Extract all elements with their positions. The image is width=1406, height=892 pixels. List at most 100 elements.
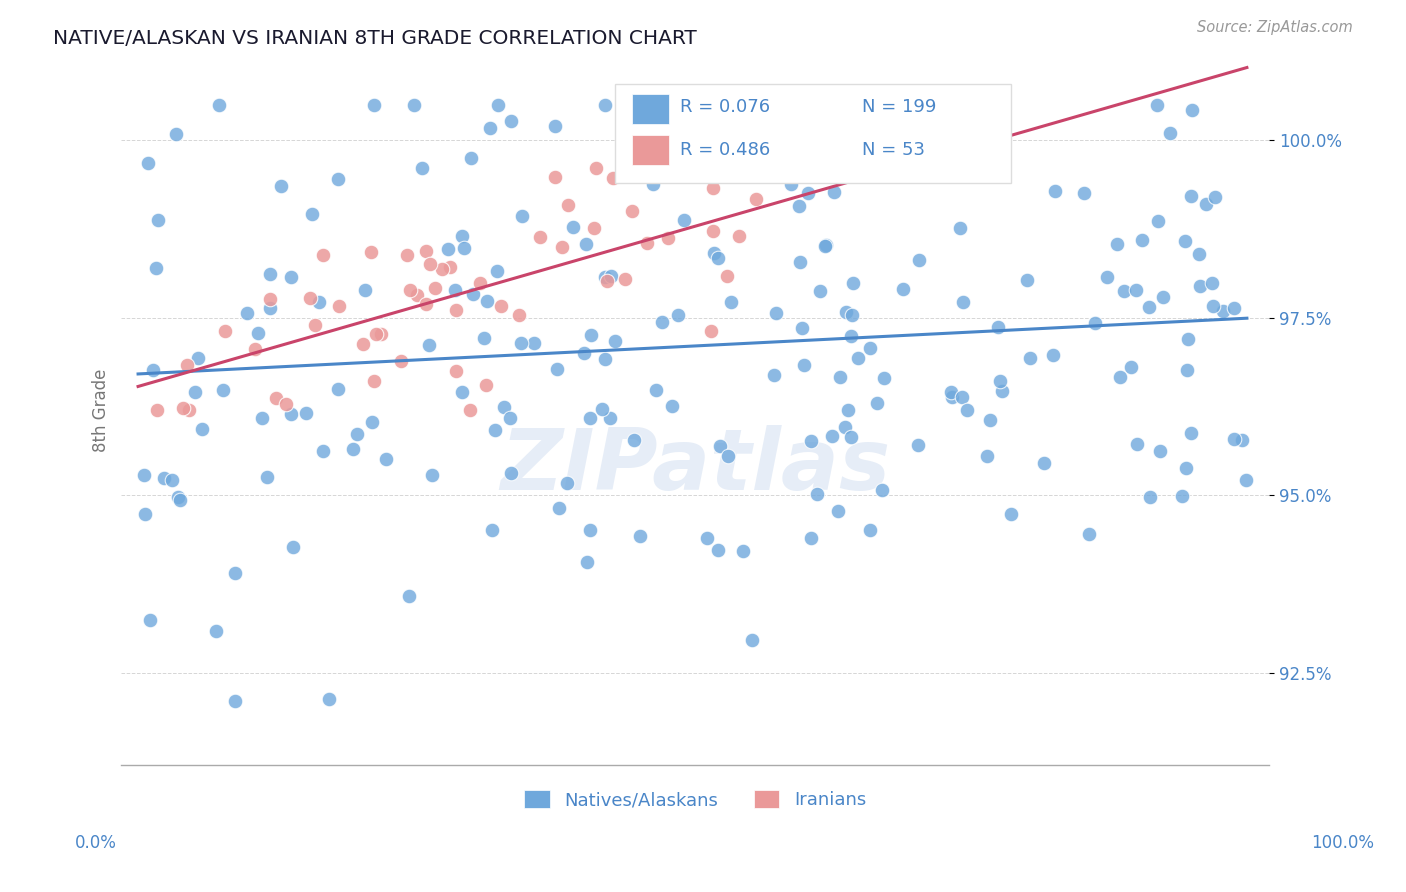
Point — [797, 186, 820, 200]
Point — [1152, 290, 1174, 304]
Point — [976, 450, 998, 464]
Point — [745, 193, 768, 207]
Point — [846, 351, 869, 365]
Point — [1073, 186, 1095, 200]
Text: NATIVE/ALASKAN VS IRANIAN 8TH GRADE CORRELATION CHART: NATIVE/ALASKAN VS IRANIAN 8TH GRADE CORR… — [53, 29, 697, 47]
Point — [411, 161, 433, 176]
Point — [1084, 316, 1107, 330]
Point — [162, 473, 184, 487]
Point — [613, 272, 636, 286]
Point — [621, 107, 644, 121]
Point — [318, 691, 340, 706]
Point — [873, 371, 896, 385]
Legend: Natives/Alaskans, Iranians: Natives/Alaskans, Iranians — [517, 783, 873, 816]
Point — [703, 245, 725, 260]
Point — [1018, 351, 1040, 365]
Point — [415, 297, 437, 311]
Point — [741, 632, 763, 647]
Point — [596, 274, 619, 288]
Point — [1212, 303, 1234, 318]
Point — [827, 504, 849, 518]
Point — [842, 276, 865, 290]
Point — [673, 212, 696, 227]
Point — [1174, 234, 1197, 248]
Point — [790, 320, 813, 334]
Point — [800, 434, 823, 448]
Point — [661, 399, 683, 413]
Point — [575, 237, 598, 252]
Point — [593, 351, 616, 366]
Point — [599, 268, 621, 283]
Point — [304, 318, 326, 332]
Point — [224, 694, 246, 708]
Point — [789, 255, 811, 269]
FancyBboxPatch shape — [614, 84, 1011, 183]
Point — [415, 244, 437, 258]
Point — [623, 433, 645, 447]
Point — [640, 151, 662, 165]
Point — [1181, 103, 1204, 118]
Point — [709, 439, 731, 453]
Point — [579, 523, 602, 537]
Point — [370, 326, 392, 341]
Point — [468, 277, 491, 291]
Point — [1201, 276, 1223, 290]
Point — [1139, 491, 1161, 505]
Point — [1177, 332, 1199, 346]
Text: ZIPatlas: ZIPatlas — [501, 425, 890, 508]
Point — [247, 326, 270, 340]
Point — [859, 341, 882, 355]
Point — [891, 281, 914, 295]
Point — [326, 171, 349, 186]
Point — [486, 264, 509, 278]
Point — [451, 385, 474, 400]
Point — [551, 240, 574, 254]
Point — [706, 542, 728, 557]
Point — [252, 410, 274, 425]
Point — [176, 358, 198, 372]
Point — [363, 374, 385, 388]
Point — [512, 210, 534, 224]
Point — [941, 390, 963, 404]
Point — [146, 403, 169, 417]
Point — [363, 98, 385, 112]
Point — [395, 247, 418, 261]
Point — [1188, 247, 1211, 261]
Point — [859, 523, 882, 537]
Point — [256, 470, 278, 484]
Point — [907, 438, 929, 452]
Point — [311, 248, 333, 262]
Point — [211, 383, 233, 397]
Point — [364, 327, 387, 342]
Point — [460, 151, 482, 165]
Point — [529, 230, 551, 244]
Point — [486, 98, 509, 112]
Point — [696, 532, 718, 546]
Point — [523, 336, 546, 351]
Point — [543, 119, 565, 133]
Point — [645, 383, 668, 397]
Point — [1045, 184, 1067, 198]
Point — [643, 177, 665, 191]
Point — [835, 305, 858, 319]
Point — [374, 452, 396, 467]
Point — [991, 384, 1014, 398]
Point — [484, 423, 506, 437]
Point — [690, 155, 713, 169]
Point — [806, 486, 828, 500]
Point — [1149, 444, 1171, 458]
Point — [1015, 273, 1038, 287]
FancyBboxPatch shape — [633, 95, 669, 124]
Point — [398, 589, 420, 603]
Point — [1130, 233, 1153, 247]
Point — [361, 415, 384, 429]
Point — [765, 305, 787, 319]
Point — [547, 501, 569, 516]
Point — [139, 614, 162, 628]
Point — [763, 368, 786, 383]
Point — [605, 334, 627, 348]
Point — [941, 384, 963, 399]
Point — [352, 337, 374, 351]
Point — [439, 260, 461, 275]
Point — [1078, 527, 1101, 541]
